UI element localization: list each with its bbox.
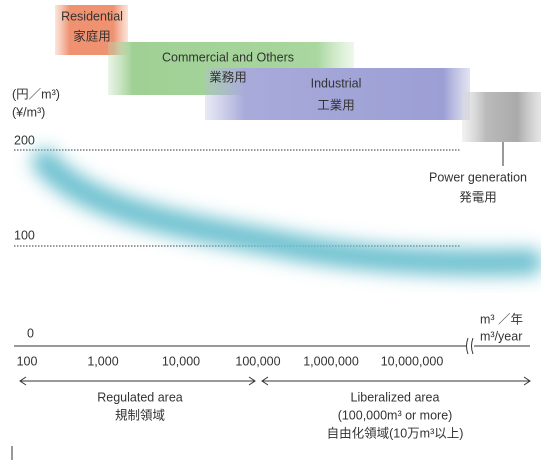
price-band bbox=[32, 149, 541, 276]
industrial-band bbox=[205, 68, 470, 120]
x-tick-label: 100,000 bbox=[235, 354, 280, 368]
band-label: Commercial and Others bbox=[162, 50, 294, 64]
band-label: Industrial bbox=[311, 76, 362, 90]
band-label: Power generation bbox=[429, 170, 527, 184]
x-unit: m³/year bbox=[480, 329, 522, 343]
power-band bbox=[462, 92, 541, 142]
region-label: Regulated area bbox=[97, 390, 183, 404]
band-label: Residential bbox=[61, 9, 123, 23]
band-label: 発電用 bbox=[459, 190, 497, 204]
region-label: (100,000m³ or more) bbox=[338, 408, 453, 422]
region-label: 規制領域 bbox=[115, 407, 165, 422]
region-arrows bbox=[19, 376, 531, 386]
x-unit: m³ ／年 bbox=[480, 312, 523, 326]
x-tick-label: 10,000 bbox=[162, 354, 200, 368]
band-label: 家庭用 bbox=[73, 28, 111, 43]
y-unit: (円／m³) bbox=[12, 87, 60, 101]
x-tick-label: 10,000,000 bbox=[381, 354, 444, 368]
region-label: Liberalized area bbox=[351, 390, 440, 404]
band-label: 工業用 bbox=[317, 97, 355, 112]
band-label: 業務用 bbox=[209, 69, 247, 84]
y-tick-label: 100 bbox=[14, 228, 35, 242]
y-tick-label: 0 bbox=[27, 326, 34, 340]
y-unit: (¥/m³) bbox=[12, 105, 45, 119]
x-tick-label: 1,000 bbox=[87, 354, 118, 368]
axis-break bbox=[466, 337, 474, 355]
x-tick-label: 100 bbox=[17, 354, 38, 368]
y-tick-label: 200 bbox=[14, 133, 35, 147]
region-label: 自由化領域(10万m³以上) bbox=[327, 425, 464, 440]
x-tick-label: 1,000,000 bbox=[303, 354, 359, 368]
